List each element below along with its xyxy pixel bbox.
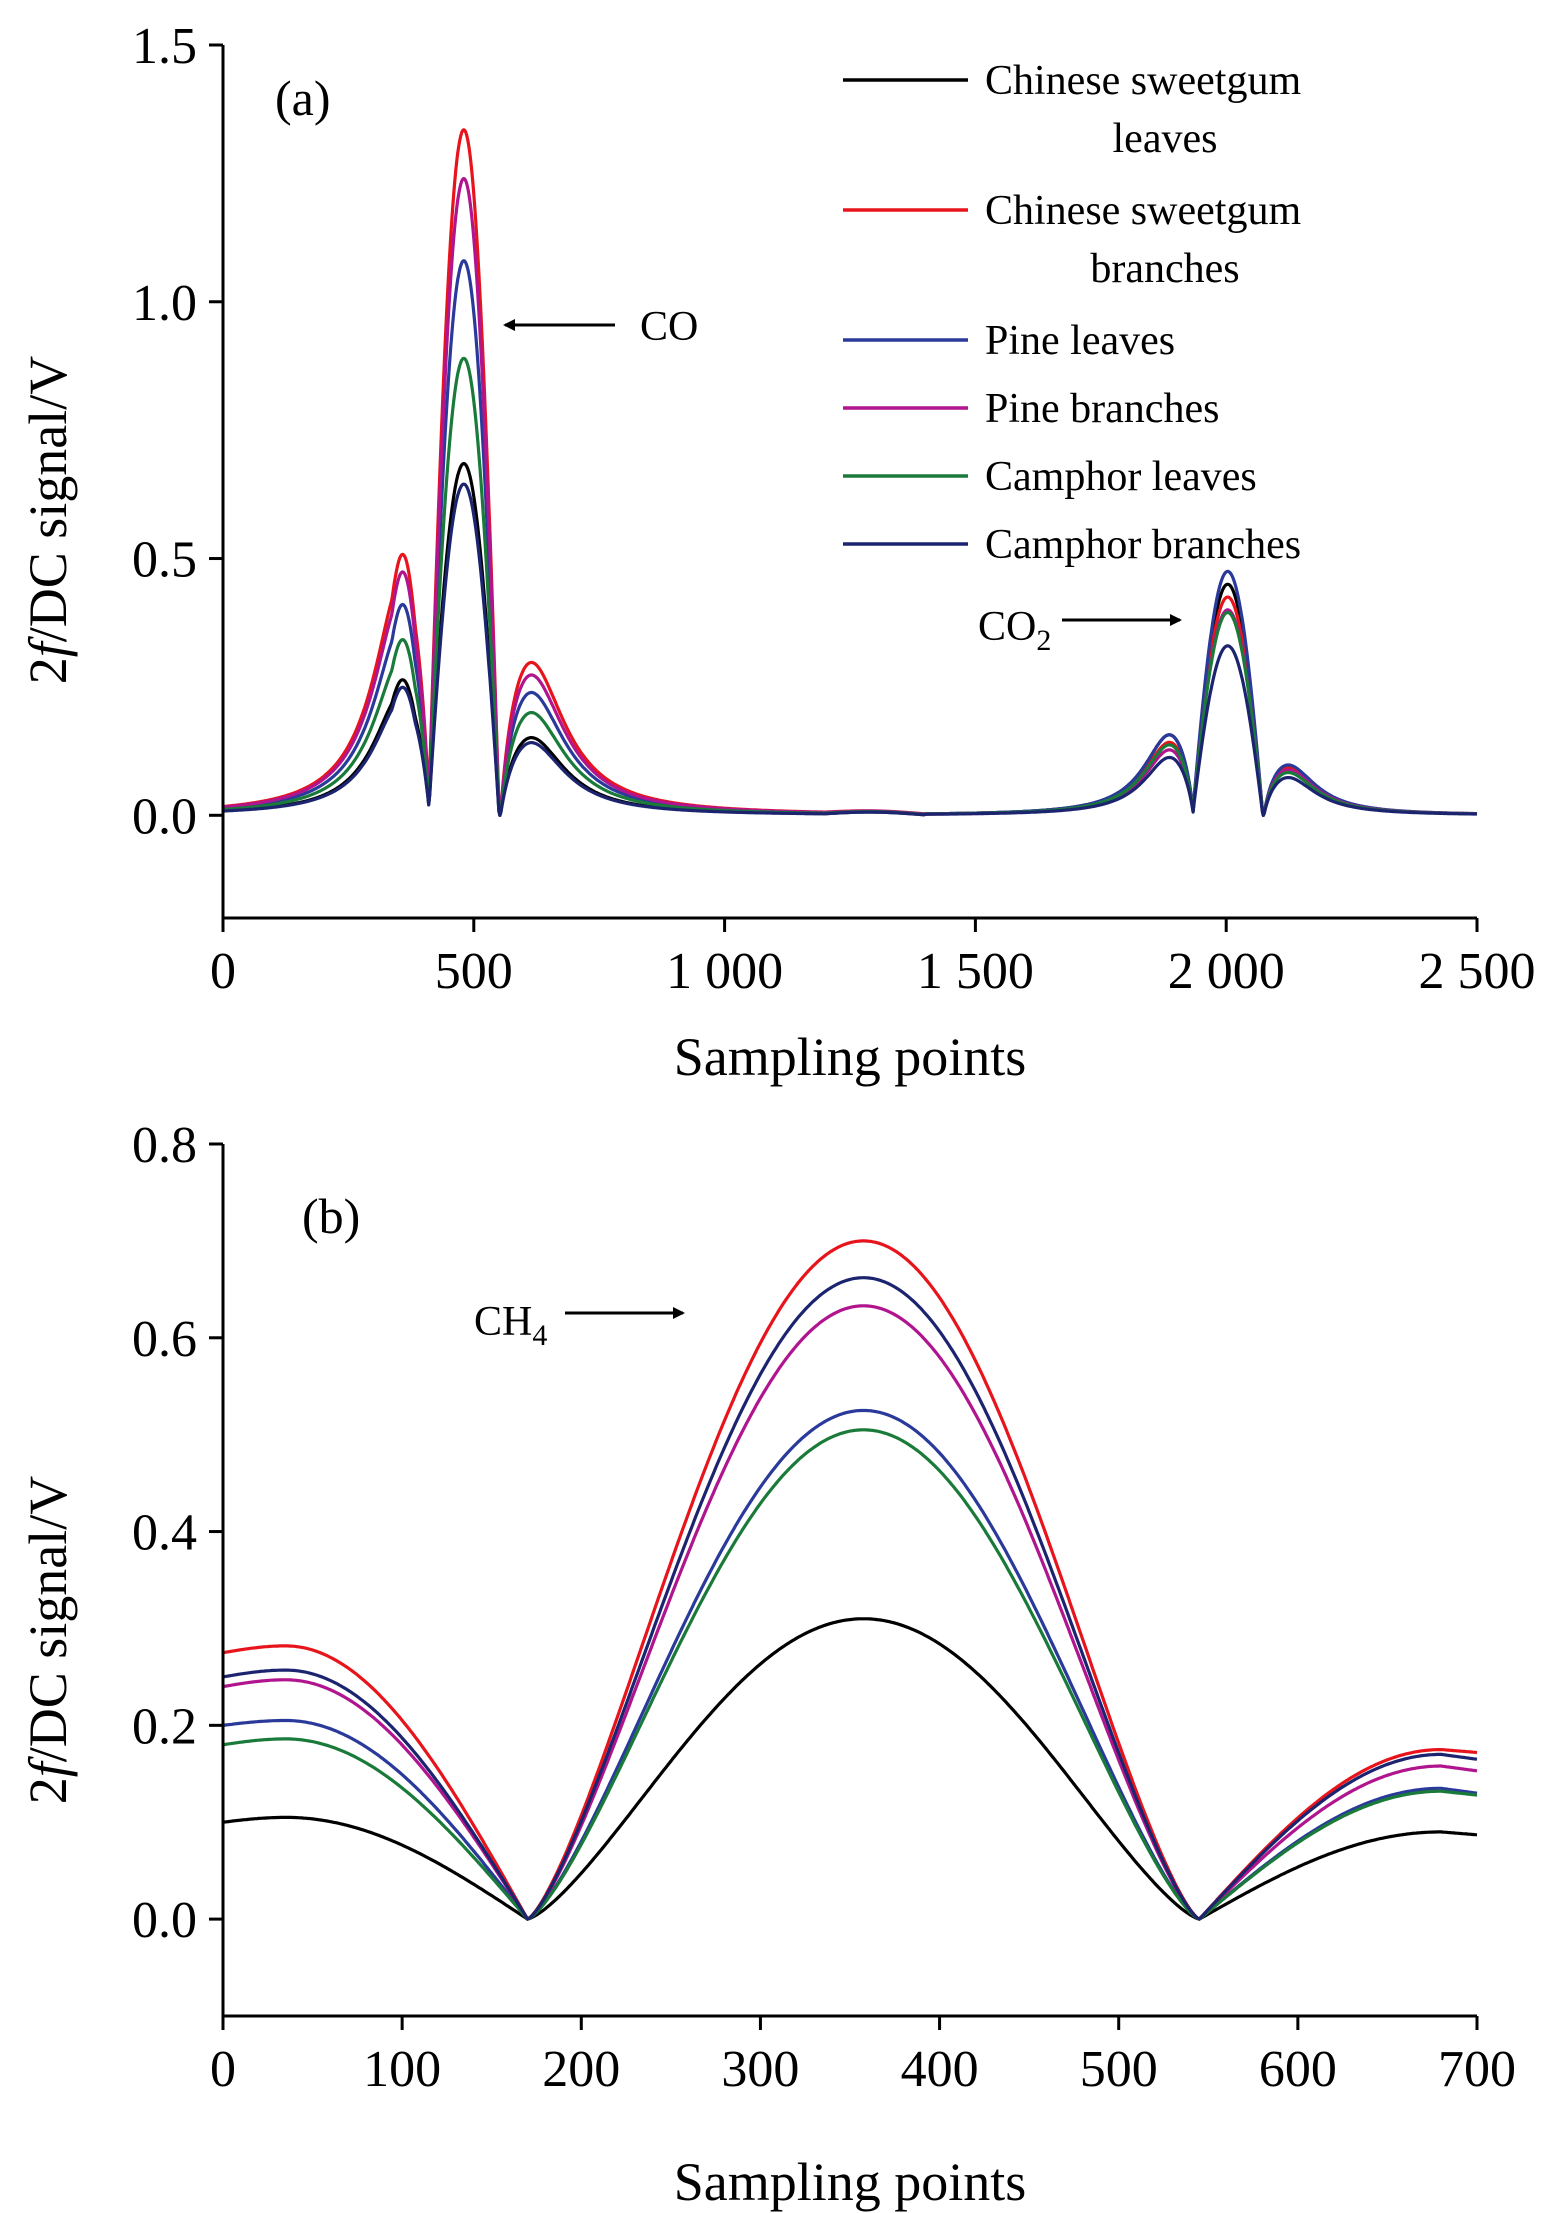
- panel-b-series-line: [222, 1428, 1478, 1921]
- panel-a-x-axis-title: Sampling points: [674, 1027, 1027, 1087]
- legend-label: Chinese sweetgum: [985, 188, 1301, 234]
- panel-b-y-tick-label: 0.4: [132, 1505, 197, 1562]
- legend-label: Camphor branches: [985, 522, 1301, 568]
- legend-label: branches: [1090, 246, 1239, 292]
- panel-b-series-line: [222, 1239, 1478, 1921]
- legend-label: Camphor leaves: [985, 454, 1257, 500]
- panel-b-x-tick-label: 600: [1259, 2041, 1337, 2098]
- panel-b-x-tick-label: 700: [1438, 2041, 1516, 2098]
- panel-a-y-tick-label: 1.5: [132, 18, 197, 75]
- co2-label: CO2: [978, 604, 1051, 657]
- panel-b-series-line: [222, 1408, 1478, 1921]
- panel-b-x-tick-label: 100: [363, 2041, 441, 2098]
- panel-b-x-tick-label: 500: [1080, 2041, 1158, 2098]
- panel-b-series-line: [222, 1276, 1478, 1921]
- legend-label: leaves: [1113, 116, 1218, 162]
- panel-a: 0 500 1 000 1 500 2 000 2 500 0.0 0.5 1.0 1.5 (a)…: [18, 18, 1536, 1087]
- panel-b-x-tick-label: 200: [542, 2041, 620, 2098]
- panel-b-series-line: [222, 1304, 1478, 1921]
- co-annotation: CO: [503, 304, 698, 350]
- panel-a-x-tick-label: 1 000: [666, 943, 783, 1000]
- co-label: CO: [640, 304, 698, 350]
- co2-annotation: CO2: [978, 604, 1182, 657]
- panel-a-series-lines: [222, 128, 1478, 817]
- legend: Chinese sweetgum leaves Chinese sweetgum br…: [843, 58, 1301, 568]
- panel-b-series-lines: [222, 1239, 1478, 1921]
- panel-b-axes: 0 100 200 300 400 500 600 700 0.0 0.2 0.4 0.6 0.8: [132, 1117, 1516, 2098]
- panel-b-y-tick-label: 0.2: [132, 1698, 197, 1755]
- panel-a-axes: 0 500 1 000 1 500 2 000 2 500 0.0 0.5 1.0 1.5: [132, 18, 1536, 1000]
- ch4-annotation: CH4: [474, 1299, 685, 1352]
- panel-b-x-tick-label: 400: [901, 2041, 979, 2098]
- panel-a-y-tick-label: 0.0: [132, 788, 197, 845]
- panel-a-x-tick-label: 2 000: [1168, 943, 1285, 1000]
- panel-b: 0 100 200 300 400 500 600 700 0.0 0.2 0.4 0.6 0.8 (b…: [18, 1117, 1516, 2212]
- legend-label: Chinese sweetgum: [985, 58, 1301, 104]
- panel-a-y-tick-label: 1.0: [132, 275, 197, 332]
- panel-b-y-axis-title: 2f/DC signal/V: [18, 1476, 78, 1805]
- legend-label: Pine branches: [985, 386, 1219, 432]
- legend-label: Pine leaves: [985, 318, 1175, 364]
- panel-a-x-tick-label: 1 500: [917, 943, 1034, 1000]
- panel-a-label: (a): [275, 70, 331, 126]
- panel-a-y-tick-label: 0.5: [132, 532, 197, 589]
- panel-b-label: (b): [302, 1188, 360, 1244]
- panel-a-series-line: [222, 176, 1478, 817]
- panel-a-x-tick-label: 500: [435, 943, 513, 1000]
- panel-a-y-axis-title: 2f/DC signal/V: [18, 356, 78, 685]
- panel-a-x-tick-label: 2 500: [1419, 943, 1536, 1000]
- panel-b-x-axis-title: Sampling points: [674, 2152, 1027, 2212]
- panel-a-series-line: [222, 482, 1478, 817]
- panel-b-y-tick-label: 0.0: [132, 1892, 197, 1949]
- panel-b-series-line: [222, 1617, 1478, 1921]
- panel-a-x-tick-label: 0: [210, 943, 236, 1000]
- panel-b-x-tick-label: 300: [721, 2041, 799, 2098]
- panel-b-x-tick-label: 0: [210, 2041, 236, 2098]
- ch4-label: CH4: [474, 1299, 547, 1352]
- panel-b-y-tick-label: 0.8: [132, 1117, 197, 1174]
- panel-b-y-tick-label: 0.6: [132, 1311, 197, 1368]
